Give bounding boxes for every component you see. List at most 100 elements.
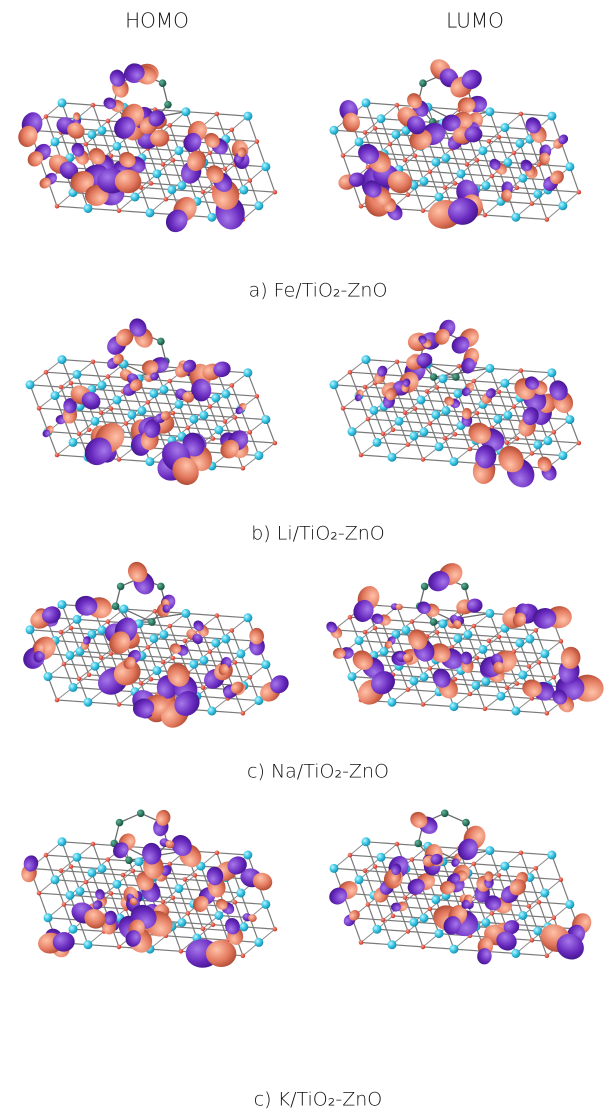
ti-atom (87, 868, 96, 877)
o-atom (530, 201, 535, 206)
molecule (324, 559, 604, 716)
o-atom (69, 864, 74, 869)
ti-atom (58, 98, 67, 107)
o-atom (106, 619, 111, 624)
bond (399, 169, 430, 171)
o-atom (363, 130, 368, 135)
ti-atom (485, 107, 494, 116)
ti-atom (254, 451, 263, 460)
o-atom (552, 675, 557, 680)
o-atom (348, 370, 353, 375)
ti-atom (500, 123, 509, 132)
o-atom (208, 404, 213, 409)
o-atom (241, 711, 246, 716)
o-atom (421, 457, 426, 462)
ti-atom (463, 630, 472, 639)
o-atom (559, 877, 564, 882)
bond (539, 902, 570, 904)
bond (235, 902, 266, 904)
bond (55, 641, 86, 643)
ti-atom (243, 368, 252, 377)
o-atom (472, 862, 477, 867)
ti-atom (26, 625, 35, 634)
ti-atom (515, 639, 524, 648)
bond (188, 428, 219, 430)
o-atom (391, 428, 396, 433)
ti-atom (348, 672, 357, 681)
o-atom (497, 390, 502, 395)
ti-atom (112, 880, 121, 889)
bond (532, 204, 563, 206)
o-atom (483, 213, 488, 218)
bond (71, 867, 102, 869)
bond (46, 372, 77, 374)
o-atom (171, 656, 176, 661)
o-atom (545, 711, 550, 716)
o-atom (443, 185, 448, 190)
o-atom (171, 158, 176, 163)
bond (492, 176, 523, 178)
bond (530, 639, 561, 641)
zn-atom (117, 583, 125, 591)
bond (334, 868, 365, 870)
ti-atom (362, 98, 371, 107)
molecule (330, 317, 582, 493)
ti-atom (431, 895, 440, 904)
ti-atom (177, 181, 186, 190)
ti-atom (51, 391, 60, 400)
zn-atom (452, 373, 460, 381)
o-atom (559, 639, 564, 644)
zn-atom (414, 840, 422, 848)
o-atom (381, 918, 386, 923)
ti-atom (214, 911, 223, 920)
o-atom (457, 364, 462, 369)
o-atom (139, 681, 144, 686)
ti-atom (167, 185, 176, 194)
o-atom (348, 615, 353, 620)
ti-atom (127, 410, 136, 419)
bond (399, 421, 430, 423)
o-atom (37, 406, 42, 411)
bond (548, 441, 579, 443)
ti-atom (518, 671, 527, 680)
ti-atom (174, 884, 183, 893)
ti-atom (69, 438, 78, 447)
bond (474, 381, 505, 383)
o-atom (428, 169, 433, 174)
o-atom (395, 360, 400, 365)
o-atom (505, 685, 510, 690)
o-atom (465, 162, 470, 167)
molecule (20, 808, 277, 968)
zn-atom (159, 79, 167, 87)
ti-atom (199, 656, 208, 665)
o-atom (59, 630, 64, 635)
ti-atom (373, 925, 382, 934)
o-atom (403, 895, 408, 900)
o-atom (363, 385, 368, 390)
bond (148, 149, 179, 151)
ti-atom (130, 193, 139, 202)
o-atom (534, 628, 539, 633)
o-atom (428, 907, 433, 912)
ti-atom (558, 451, 567, 460)
o-atom (403, 158, 408, 163)
ti-atom (416, 396, 425, 405)
molecule (330, 55, 582, 231)
bond (505, 628, 536, 630)
ti-atom (478, 146, 487, 155)
ti-atom (58, 837, 67, 846)
ti-atom (565, 900, 574, 909)
o-atom (99, 655, 104, 660)
bond (397, 844, 428, 846)
caption: a) Fe/TiO₂-ZnO (249, 280, 388, 302)
ti-atom (431, 158, 440, 167)
ti-atom (330, 864, 339, 873)
ti-atom (434, 193, 443, 202)
ti-atom (51, 875, 60, 884)
o-atom (248, 430, 253, 435)
ti-atom (449, 702, 458, 711)
bond (516, 954, 547, 956)
o-atom (497, 873, 502, 878)
ti-atom (419, 177, 428, 186)
o-atom (413, 154, 418, 159)
